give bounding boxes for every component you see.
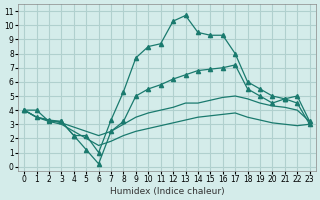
X-axis label: Humidex (Indice chaleur): Humidex (Indice chaleur) <box>109 187 224 196</box>
